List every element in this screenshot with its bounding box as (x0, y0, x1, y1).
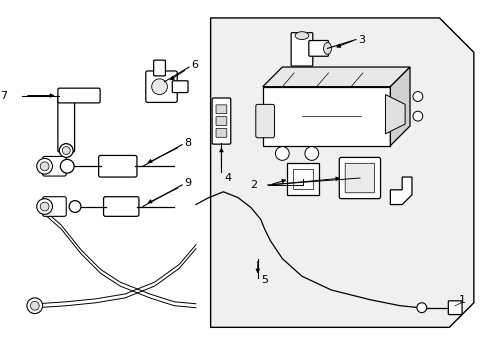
FancyBboxPatch shape (42, 157, 66, 176)
FancyBboxPatch shape (216, 117, 226, 126)
Text: 2: 2 (249, 180, 257, 190)
Circle shape (412, 111, 422, 121)
Circle shape (305, 147, 318, 160)
FancyBboxPatch shape (308, 41, 328, 56)
Polygon shape (210, 18, 473, 327)
FancyBboxPatch shape (216, 129, 226, 137)
Text: 1: 1 (458, 295, 465, 305)
Circle shape (416, 303, 426, 312)
FancyBboxPatch shape (58, 95, 75, 152)
Text: 6: 6 (191, 60, 198, 70)
Circle shape (37, 199, 52, 214)
Circle shape (37, 158, 52, 174)
Circle shape (69, 201, 81, 212)
Text: 4: 4 (224, 173, 231, 183)
FancyBboxPatch shape (339, 157, 380, 199)
Circle shape (60, 159, 74, 173)
Circle shape (62, 147, 70, 154)
Text: 3: 3 (357, 35, 364, 45)
FancyBboxPatch shape (42, 197, 66, 216)
Circle shape (275, 147, 288, 160)
Circle shape (40, 162, 49, 171)
FancyBboxPatch shape (212, 98, 230, 144)
Polygon shape (389, 67, 409, 146)
Text: 7: 7 (0, 90, 7, 100)
FancyBboxPatch shape (99, 156, 137, 177)
Ellipse shape (323, 42, 331, 54)
Circle shape (30, 301, 39, 310)
Text: 5: 5 (260, 275, 267, 285)
Circle shape (412, 91, 422, 102)
Circle shape (27, 298, 42, 314)
Text: 8: 8 (183, 138, 191, 148)
Circle shape (59, 144, 73, 157)
Bar (292, 169, 312, 189)
Circle shape (151, 79, 167, 95)
FancyBboxPatch shape (172, 81, 188, 93)
Bar (286, 163, 318, 195)
Circle shape (40, 202, 49, 211)
FancyBboxPatch shape (290, 33, 312, 66)
FancyBboxPatch shape (153, 60, 165, 76)
Polygon shape (262, 67, 409, 87)
FancyBboxPatch shape (255, 104, 274, 138)
Polygon shape (385, 95, 404, 134)
FancyBboxPatch shape (345, 163, 374, 193)
Polygon shape (262, 87, 389, 146)
FancyBboxPatch shape (216, 105, 226, 114)
Polygon shape (389, 177, 411, 204)
Text: 9: 9 (183, 178, 191, 188)
FancyBboxPatch shape (58, 88, 100, 103)
FancyBboxPatch shape (145, 71, 177, 102)
FancyBboxPatch shape (447, 301, 461, 315)
FancyBboxPatch shape (103, 197, 139, 216)
Ellipse shape (294, 32, 308, 40)
